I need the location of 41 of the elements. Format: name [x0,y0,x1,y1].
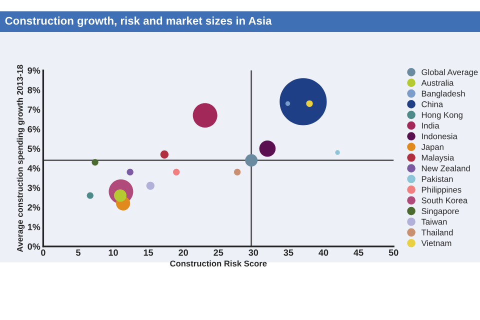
x-axis-title: Construction Risk Score [170,260,267,266]
legend-label: India [422,122,440,129]
x-tick-label: 10 [108,249,118,256]
legend-label: Vietnam [421,240,452,246]
legend-label: Hong Kong [422,112,462,120]
x-tick-label: 50 [388,249,398,256]
legend-label: Thailand [421,229,453,236]
y-tick-label: 7% [28,106,40,113]
legend-label: China [422,101,444,108]
legend-label: Taiwan [421,218,447,225]
legend-label: Malaysia [422,154,454,162]
y-tick-label: 3% [28,184,40,192]
legend-label: Indonesia [422,133,458,140]
x-tick-label: 5 [76,250,80,256]
y-tick-label: 4% [28,165,40,172]
x-tick-label: 15 [144,250,154,256]
legend-label: Pakistan [422,176,453,182]
y-tick-label: 6% [28,126,40,132]
y-axis-title: Average construction spending growth 2013-18 [16,64,25,252]
legend-label: Bangladesh [422,90,465,98]
x-tick-label: 20 [178,249,188,256]
legend-label: South Korea [422,197,468,204]
y-tick-label: 8% [28,86,40,94]
y-tick-label: 0% [28,243,40,250]
legend-label: Singapore [422,208,459,216]
x-tick-label: 45 [354,250,364,256]
x-tick-label: 25 [214,249,224,256]
x-tick-label: 40 [318,249,328,256]
chart-title: Construction growth, risk and market sizes in Asia [5,16,272,27]
y-tick-label: 5% [28,146,40,152]
y-tick-label: 9% [28,67,40,74]
legend-label: New Zealand [422,165,470,172]
legend-label: Global Average [422,69,478,77]
y-tick-label: 2% [28,204,40,211]
y-tick-label: 1% [28,224,40,230]
legend-label: Japan [421,144,444,152]
x-tick-label: 30 [248,249,258,256]
x-tick-label: 0 [41,249,46,256]
x-tick-label: 35 [284,249,294,256]
legend-label: Australia [421,80,454,86]
legend-label: Philippines [422,186,462,194]
